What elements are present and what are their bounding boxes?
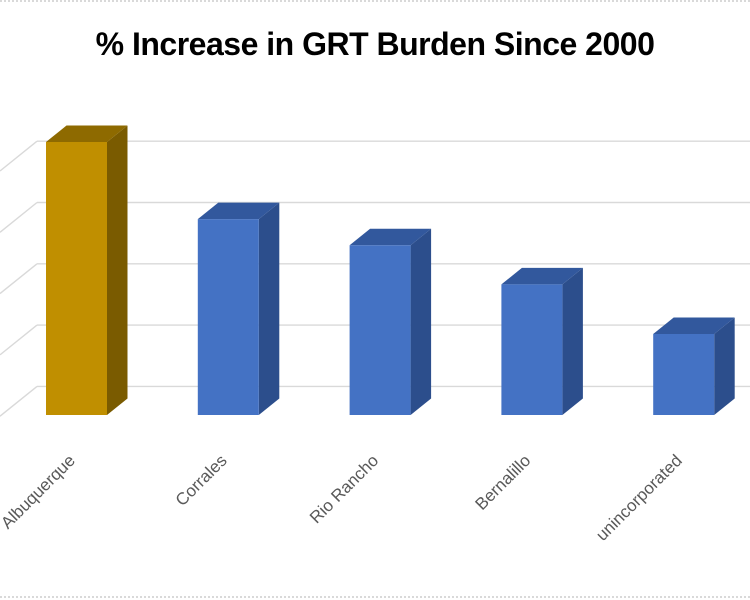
bar-front-face <box>653 334 715 415</box>
bar-top-face <box>653 317 735 335</box>
top-frame-line <box>0 0 750 2</box>
bar-bernalillo <box>501 267 583 415</box>
gridline-side-wall <box>0 201 38 233</box>
gridline-side-wall <box>0 140 38 172</box>
bar-front-face <box>197 219 259 415</box>
bottom-frame-line <box>0 596 750 598</box>
gridline-side-wall <box>0 385 38 417</box>
bar-top-face <box>46 125 128 143</box>
bar-side-face <box>562 267 583 415</box>
bar-top-face <box>349 228 432 246</box>
bar-top-face <box>197 202 280 220</box>
bar-albuquerque <box>46 125 128 416</box>
chart-title: % Increase in GRT Burden Since 2000 <box>95 26 655 62</box>
bar-side-face <box>107 125 128 416</box>
bar-front-face <box>501 284 563 415</box>
bar-unincorporated <box>653 317 735 415</box>
gridline-side-wall <box>0 263 38 295</box>
bar-side-face <box>410 228 432 415</box>
bar-top-face <box>501 267 583 285</box>
bar-front-face <box>349 245 411 415</box>
bar-side-face <box>258 202 280 415</box>
bar-front-face <box>46 142 107 415</box>
bar-side-face <box>714 317 735 415</box>
bar-corrales <box>197 202 280 415</box>
gridline-side-wall <box>0 324 38 356</box>
bar-rio-rancho <box>349 228 432 415</box>
